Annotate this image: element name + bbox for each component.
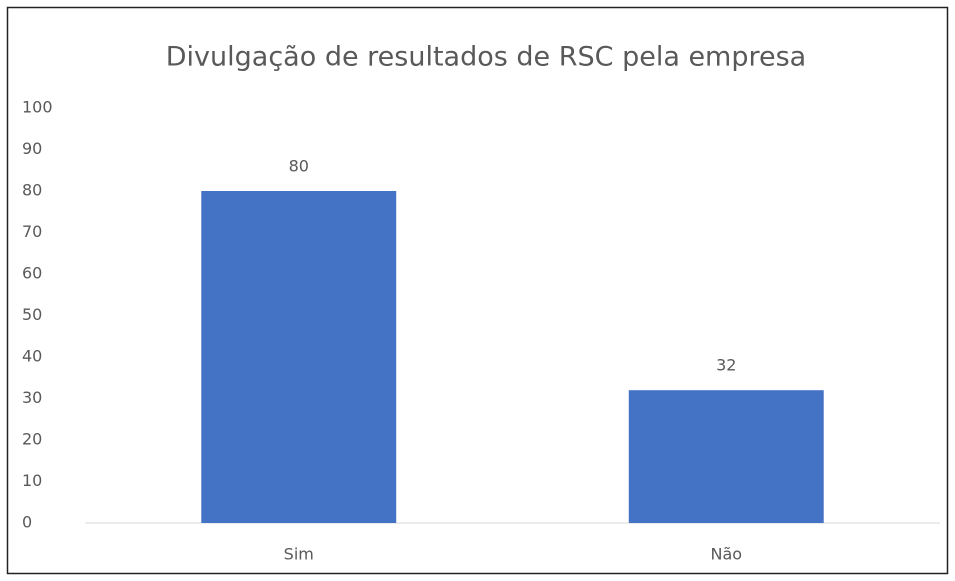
chart-title: Divulgação de resultados de RSC pela emp… [166,42,806,73]
y-tick-label: 30 [22,388,42,407]
y-tick-label: 60 [22,264,42,283]
bar [628,390,824,523]
y-tick-label: 40 [22,347,42,366]
bar [201,191,397,523]
data-label: 32 [716,356,736,375]
y-tick-label: 0 [22,513,32,532]
x-tick-label: Não [710,545,742,564]
x-tick-label: Sim [284,545,314,564]
y-tick-label: 80 [22,181,42,200]
y-tick-label: 100 [22,98,53,117]
y-tick-label: 10 [22,471,42,490]
data-label: 80 [289,157,309,176]
y-tick-label: 90 [22,139,42,158]
y-tick-label: 20 [22,430,42,449]
y-tick-label: 50 [22,305,42,324]
y-tick-label: 70 [22,222,42,241]
